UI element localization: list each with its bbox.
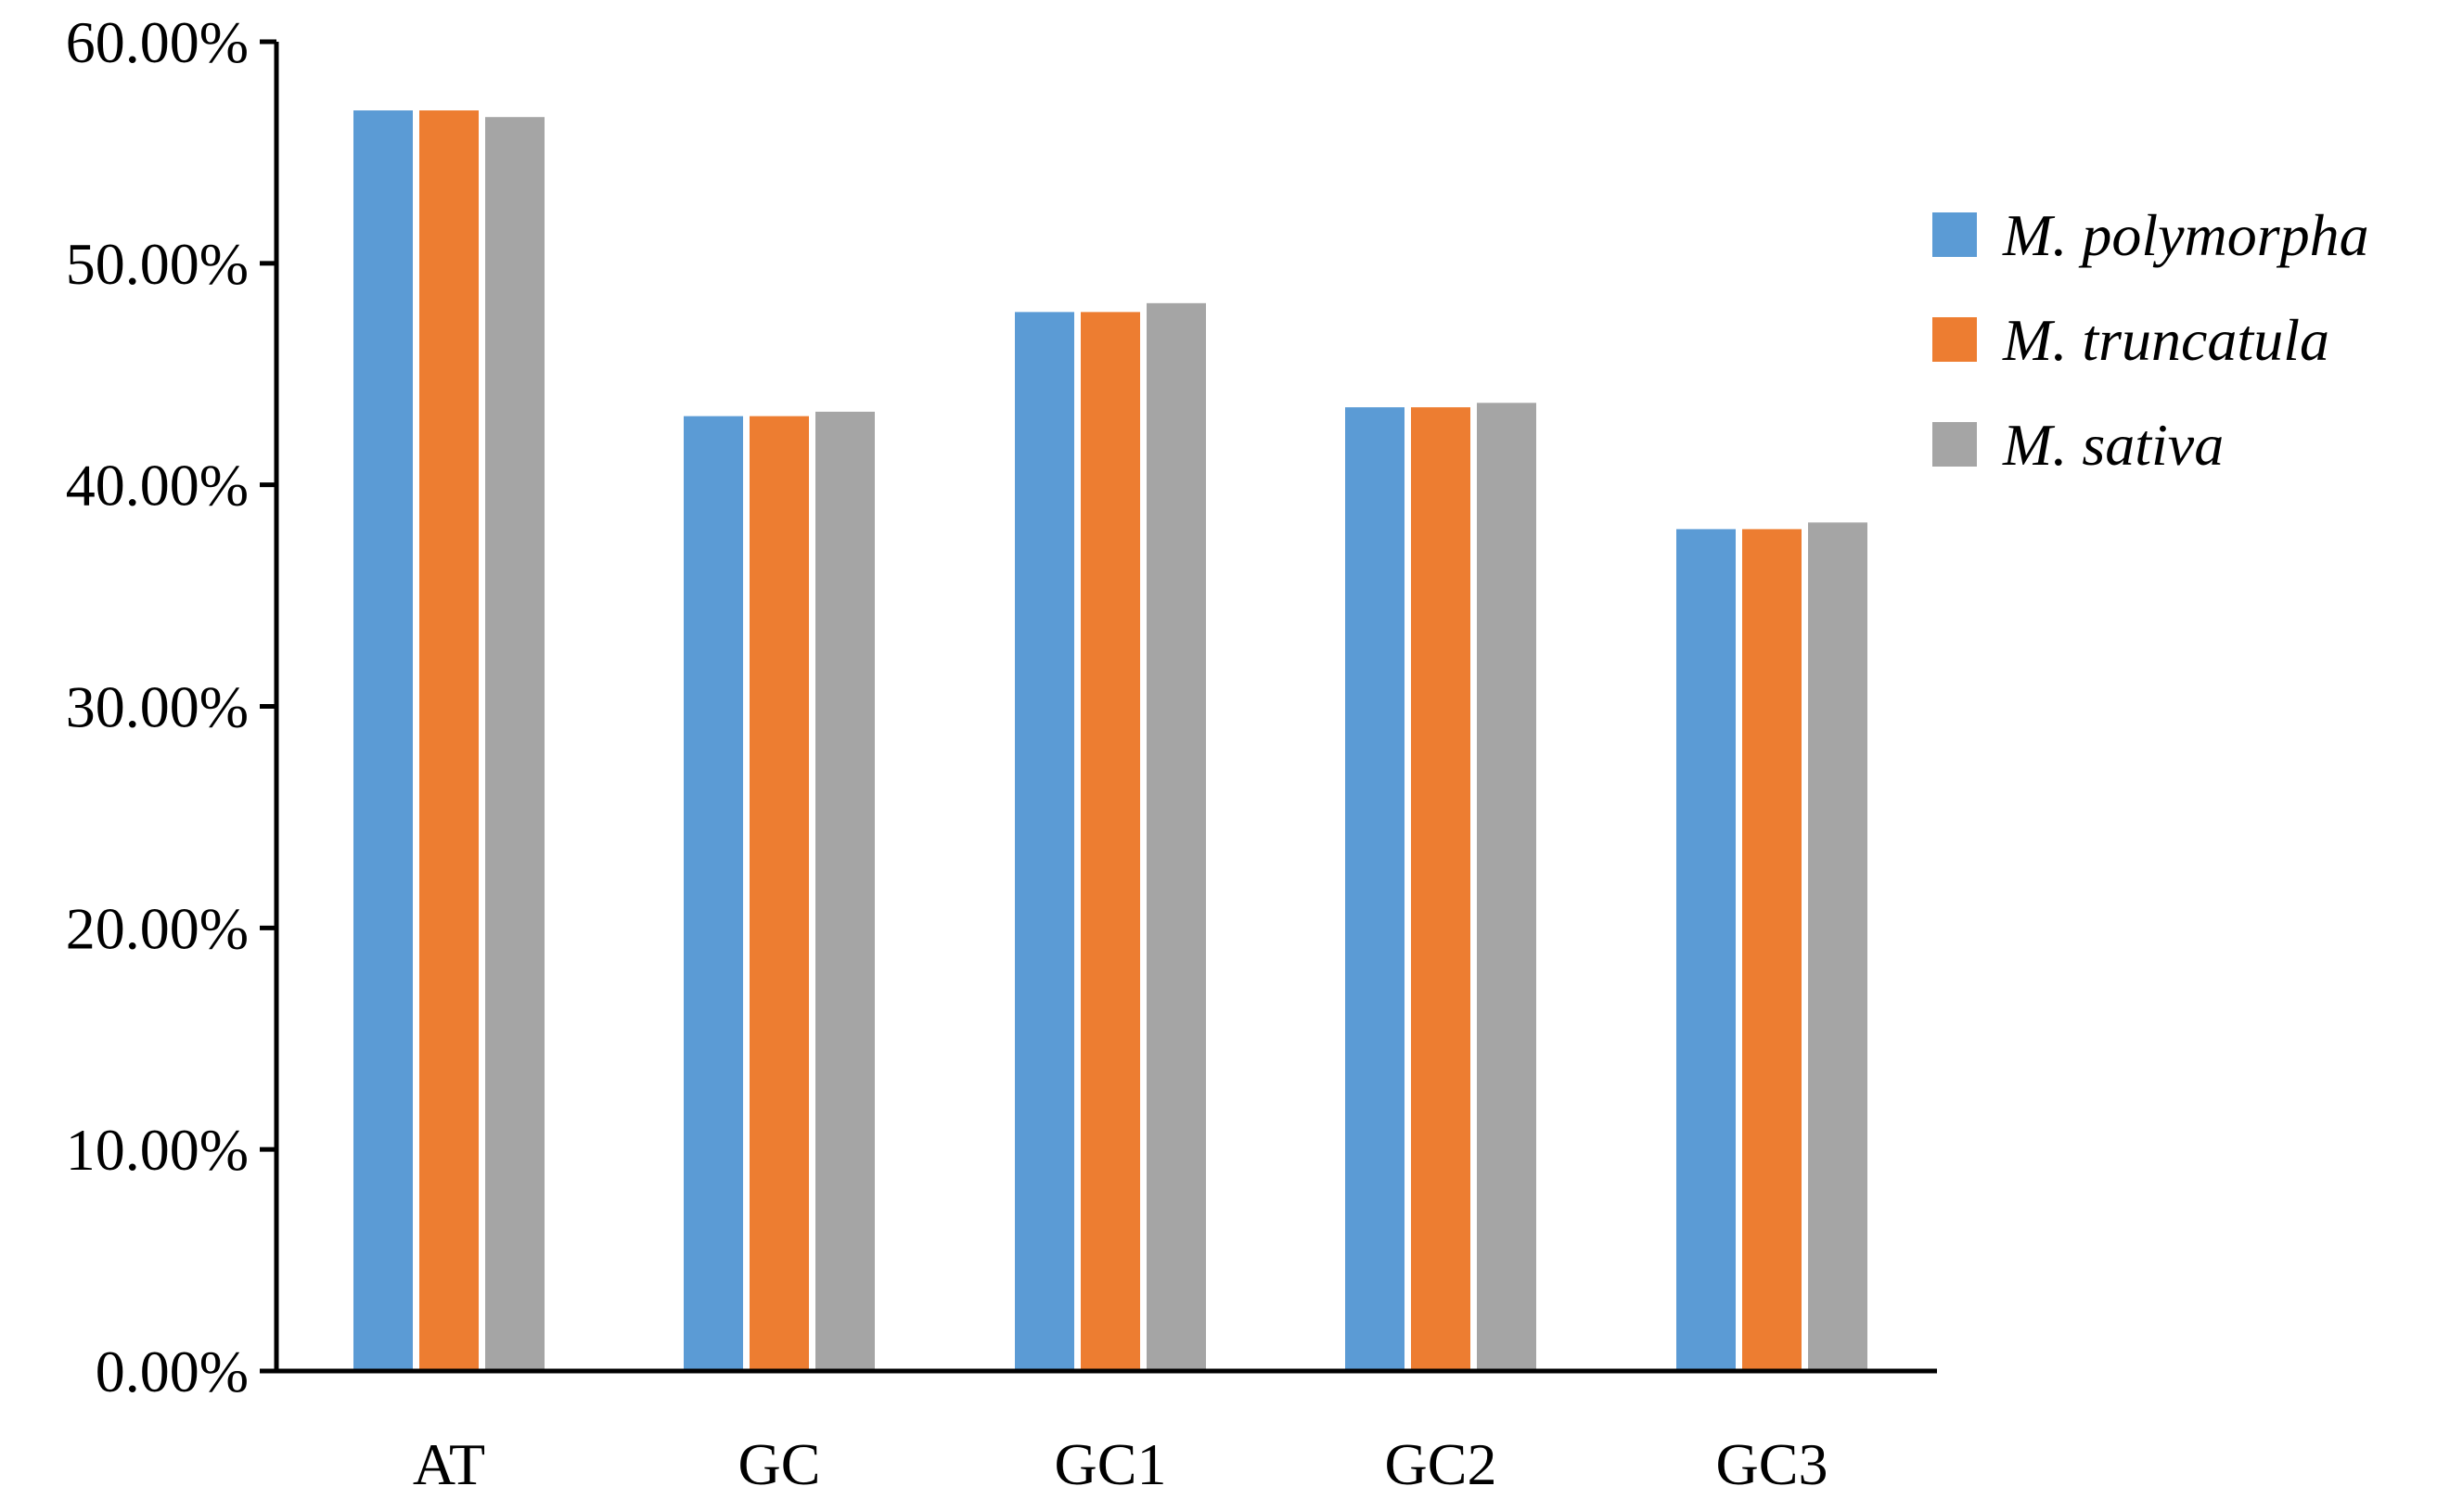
legend: M. polymorpha M. truncatula M. sativa: [1932, 202, 2369, 478]
y-tick-label: 10.00%: [66, 1117, 249, 1183]
bar-gc1-series-3: [1147, 302, 1206, 1371]
x-category-label: GC: [738, 1431, 821, 1497]
bar-gc2-series-3: [1477, 403, 1536, 1371]
y-tick-label: 30.00%: [66, 674, 249, 740]
bar-gc3-series-1: [1676, 529, 1736, 1371]
bar-gc3-series-2: [1742, 529, 1802, 1371]
x-axis-category-labels: AT GC GC1 GC2 GC3: [413, 1431, 1828, 1497]
legend-item: M. truncatula: [1932, 307, 2329, 373]
bar-gc2-series-2: [1411, 407, 1470, 1372]
bar-group-at: [353, 110, 545, 1371]
x-category-label: GC2: [1385, 1431, 1497, 1497]
bar-group-gc: [684, 411, 875, 1372]
legend-label: M. truncatula: [2002, 307, 2329, 373]
y-tick-label: 60.00%: [66, 9, 249, 75]
bar-gc-series-2: [750, 416, 809, 1372]
bar-gc1-series-1: [1015, 312, 1074, 1371]
bar-gc-series-3: [815, 411, 875, 1371]
legend-label: M. polymorpha: [2002, 202, 2369, 268]
legend-item: M. polymorpha: [1932, 202, 2369, 268]
bar-group-gc2: [1345, 403, 1536, 1372]
x-category-label: GC3: [1716, 1431, 1828, 1497]
y-tick-label: 20.00%: [66, 895, 249, 961]
bar-group-gc3: [1676, 522, 1867, 1371]
legend-swatch: [1932, 317, 1977, 362]
bar-gc3-series-3: [1808, 522, 1867, 1371]
legend-swatch: [1932, 422, 1977, 467]
y-tick-label: 40.00%: [66, 453, 249, 519]
legend-label: M. sativa: [2002, 412, 2224, 478]
legend-swatch: [1932, 212, 1977, 257]
x-category-label: GC1: [1055, 1431, 1167, 1497]
y-tick-label: 0.00%: [96, 1339, 249, 1404]
y-tick-label: 50.00%: [66, 231, 249, 297]
bar-gc1-series-2: [1081, 312, 1140, 1371]
bar-at-series-2: [419, 110, 479, 1371]
x-category-label: AT: [413, 1431, 485, 1497]
bar-at-series-1: [353, 110, 413, 1371]
bar-group-gc1: [1015, 302, 1206, 1371]
bar-at-series-3: [485, 117, 545, 1371]
bar-groups: [353, 110, 1867, 1372]
legend-item: M. sativa: [1932, 412, 2224, 478]
bar-gc-series-1: [684, 416, 743, 1372]
bar-gc2-series-1: [1345, 407, 1404, 1372]
y-axis-ticks: 0.00% 10.00% 20.00% 30.00% 40.00% 50.00% 60.00…: [66, 9, 276, 1404]
